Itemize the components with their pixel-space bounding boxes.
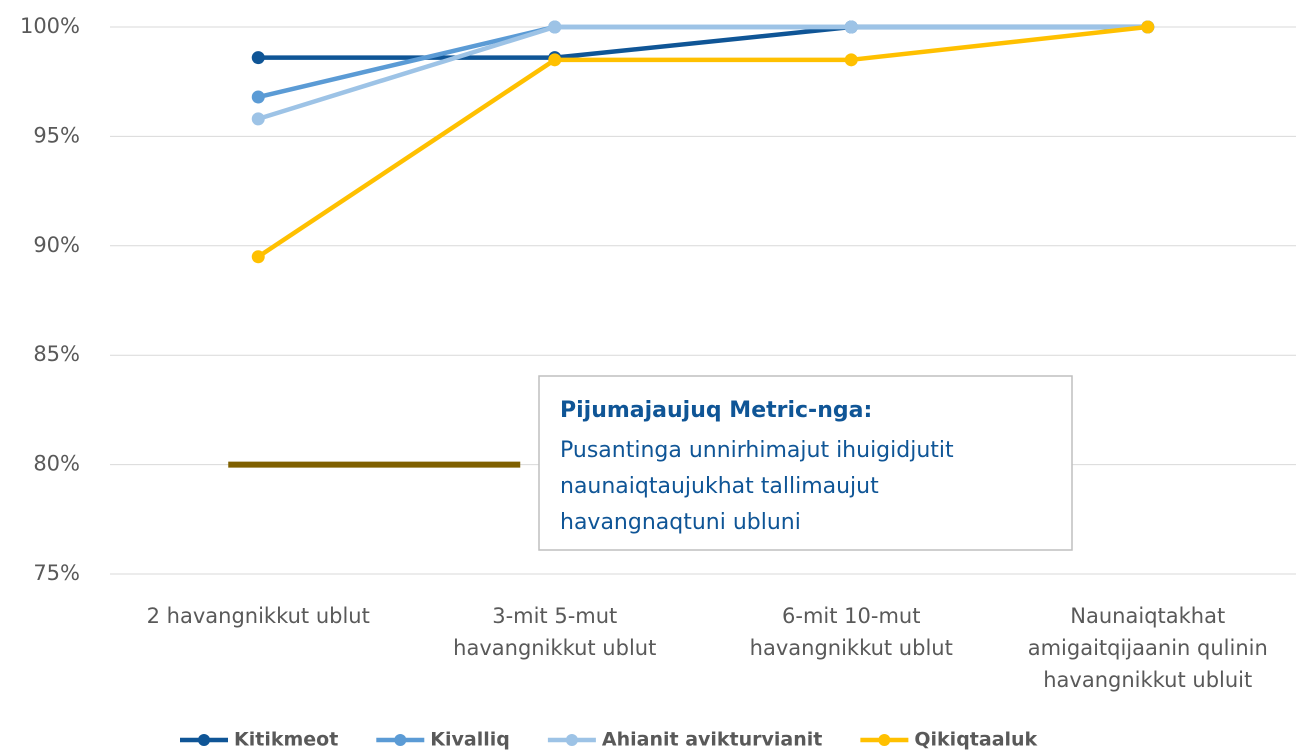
data-point	[844, 53, 858, 67]
y-tick-label: 95%	[33, 123, 80, 147]
legend-label: Kitikmeot	[234, 729, 338, 751]
y-tick-label: 85%	[33, 342, 80, 366]
series-line	[257, 24, 1148, 259]
legend-marker	[565, 734, 578, 746]
legend-label: Ahianit avikturvianit	[602, 729, 822, 751]
y-tick-label: 100%	[20, 14, 80, 38]
x-tick-label: 6-mit 10-mut	[782, 604, 920, 628]
legend-label: Qikiqtaaluk	[914, 729, 1037, 751]
data-point	[844, 20, 858, 34]
data-point	[251, 51, 265, 65]
legend-marker	[198, 734, 210, 746]
legend-label: Kivalliq	[430, 729, 510, 751]
x-tick-label: 3-mit 5-mut	[492, 604, 617, 628]
annotation-text: naunaiqtaujukhat tallimaujut	[560, 474, 879, 499]
y-tick-label: 90%	[33, 233, 80, 257]
data-point	[251, 250, 265, 264]
data-point	[1141, 20, 1155, 34]
x-tick-label: havangnikkut ubluit	[1043, 668, 1252, 692]
data-point	[548, 53, 562, 67]
x-tick-label: havangnikkut ublut	[453, 636, 656, 660]
annotation-box	[538, 375, 1073, 551]
y-tick-label: 75%	[33, 561, 80, 585]
legend-marker	[878, 734, 891, 746]
legend-marker	[394, 734, 407, 746]
data-point	[251, 112, 265, 126]
annotation-text: Pusantinga unnirhimajut ihuigidjutit	[560, 438, 954, 463]
series-line	[257, 24, 1148, 122]
x-tick-label: havangnikkut ublut	[750, 636, 953, 660]
data-point	[251, 90, 265, 104]
y-tick-label: 80%	[33, 452, 80, 476]
annotation-title: Pijumajaujuq Metric-nga:	[560, 398, 872, 423]
data-point	[548, 20, 562, 34]
x-tick-label: Naunaiqtakhat	[1070, 604, 1225, 628]
annotation-text: havangnaqtuni ubluni	[560, 510, 801, 535]
x-tick-label: 2 havangnikkut ublut	[147, 604, 370, 628]
x-tick-label: amigaitqijaanin qulinin	[1028, 636, 1268, 660]
